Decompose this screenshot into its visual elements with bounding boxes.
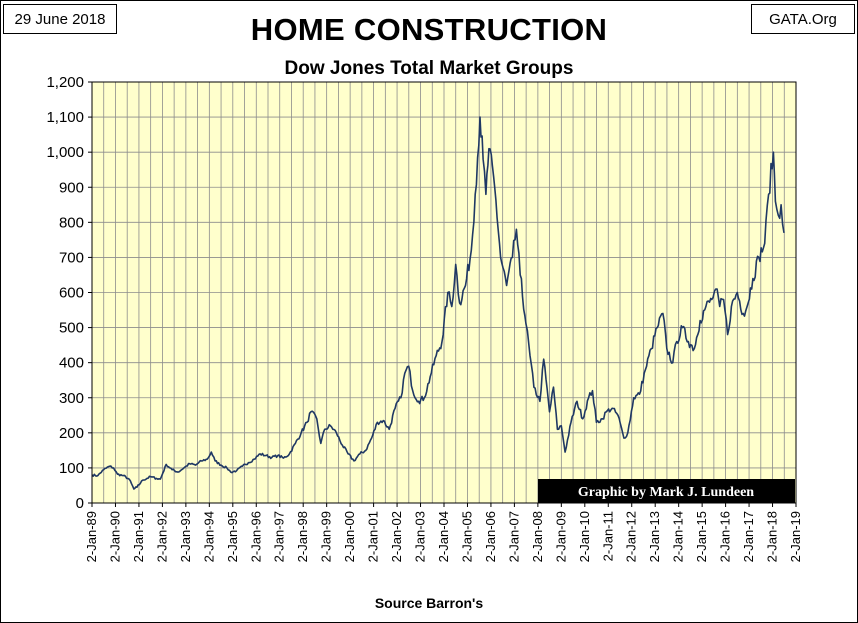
y-tick-label: 100	[59, 460, 84, 477]
x-tick-label: 2-Jan-99	[319, 511, 334, 562]
x-tick-label: 2-Jan-00	[342, 511, 357, 562]
x-tick-label: 2-Jan-02	[389, 511, 404, 562]
x-tick-label: 2-Jan-89	[84, 511, 99, 562]
x-tick-label: 2-Jan-94	[201, 511, 216, 562]
y-tick-label: 900	[59, 179, 84, 196]
x-tick-label: 2-Jan-04	[436, 511, 451, 562]
x-tick-label: 2-Jan-09	[553, 511, 568, 562]
x-tick-label: 2-Jan-91	[131, 511, 146, 562]
x-tick-label: 2-Jan-96	[248, 511, 263, 562]
site-label: GATA.Org	[751, 4, 855, 34]
chart-subtitle: Dow Jones Total Market Groups	[284, 58, 574, 79]
y-tick-label: 1,000	[46, 144, 84, 161]
y-tick-label: 200	[59, 425, 84, 442]
x-tick-label: 2-Jan-95	[225, 511, 240, 562]
x-tick-label: 2-Jan-97	[272, 511, 287, 562]
source-label: Source Barron's	[374, 595, 484, 611]
y-tick-label: 500	[59, 320, 84, 337]
x-tick-label: 2-Jan-07	[506, 511, 521, 562]
y-tick-label: 800	[59, 214, 84, 231]
x-tick-label: 2-Jan-92	[154, 511, 169, 562]
y-tick-label: 600	[59, 285, 84, 302]
x-tick-label: 2-Jan-93	[178, 511, 193, 562]
x-tick-label: 2-Jan-11	[600, 511, 615, 561]
y-tick-label: 400	[59, 355, 84, 372]
credit-box: Graphic by Mark J. Lundeen	[538, 479, 795, 503]
x-tick-label: 2-Jan-13	[647, 511, 662, 562]
x-tick-label: 2-Jan-03	[413, 511, 428, 562]
x-tick-label: 2-Jan-98	[295, 511, 310, 562]
x-tick-label: 2-Jan-10	[577, 511, 592, 562]
y-axis-ticks: 0 100 200 300 400 500 600 700 800 900 1,000 1,100 1,…	[46, 74, 92, 512]
x-axis-ticks: 2-Jan-89 2-Jan-90 2-Jan-91 2-Jan-92 2-Jan-93…	[84, 503, 803, 562]
x-tick-label: 2-Jan-17	[741, 511, 756, 562]
chart-title: HOME CONSTRUCTION	[250, 12, 608, 47]
x-tick-label: 2-Jan-90	[107, 511, 122, 562]
x-tick-label: 2-Jan-15	[694, 511, 709, 562]
x-tick-label: 2-Jan-19	[788, 511, 803, 562]
x-tick-label: 2-Jan-01	[366, 511, 381, 562]
x-tick-label: 2-Jan-16	[718, 511, 733, 562]
credit-text: Graphic by Mark J. Lundeen	[578, 485, 754, 500]
x-tick-label: 2-Jan-05	[459, 511, 474, 562]
y-tick-label: 1,200	[46, 74, 84, 91]
x-tick-label: 2-Jan-08	[530, 511, 545, 562]
y-tick-label: 700	[59, 249, 84, 266]
y-tick-label: 1,100	[46, 109, 84, 126]
plot-border	[91, 81, 797, 504]
date-label: 29 June 2018	[3, 4, 117, 34]
series-line	[91, 116, 785, 490]
x-tick-label: 2-Jan-12	[624, 511, 639, 562]
x-tick-label: 2-Jan-18	[765, 511, 780, 562]
y-tick-label: 0	[76, 495, 84, 512]
x-tick-label: 2-Jan-06	[483, 511, 498, 562]
y-tick-label: 300	[59, 390, 84, 407]
x-tick-label: 2-Jan-14	[671, 511, 686, 562]
